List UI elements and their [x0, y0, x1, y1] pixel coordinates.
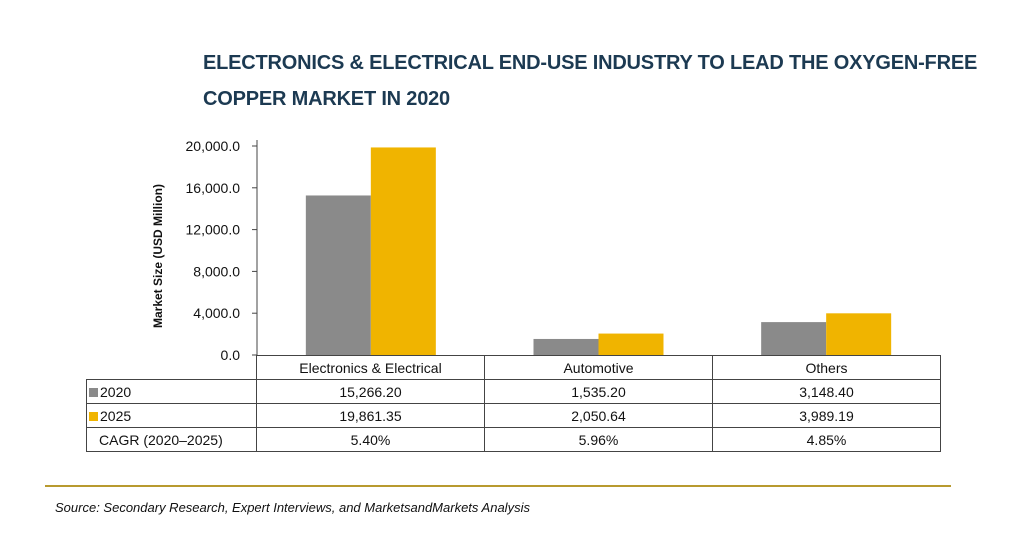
legend-swatch-2020 [89, 387, 98, 397]
y-tick-label: 4,000.0 [193, 305, 240, 321]
bars [305, 147, 892, 355]
cell-2020-electronics: 15,266.20 [256, 379, 485, 404]
y-tick-label: 16,000.0 [186, 180, 241, 196]
cell-2025-others: 3,989.19 [712, 403, 941, 428]
y-tick-label: 12,000.0 [186, 222, 241, 238]
data-table: Electronics & Electrical Automotive Othe… [86, 355, 941, 452]
table-header-others: Others [712, 355, 941, 380]
cell-cagr-others: 4.85% [712, 427, 941, 452]
bar-2025-electronics-electrical [370, 147, 436, 355]
bar-2025-automotive [598, 333, 664, 355]
cell-2020-automotive: 1,535.20 [484, 379, 713, 404]
row-label-cagr: CAGR (2020–2025) [86, 427, 257, 452]
table-header-row: Electronics & Electrical Automotive Othe… [86, 355, 941, 380]
legend-swatch-2025 [89, 411, 98, 421]
cell-2025-automotive: 2,050.64 [484, 403, 713, 428]
bar-2020-electronics-electrical [305, 195, 371, 355]
cell-2020-others: 3,148.40 [712, 379, 941, 404]
chart-title-line-2: COPPER MARKET IN 2020 [203, 88, 450, 110]
table-header-electronics: Electronics & Electrical [256, 355, 485, 380]
cell-cagr-automotive: 5.96% [484, 427, 713, 452]
bar-2020-others [761, 322, 827, 355]
bar-2020-automotive [533, 338, 599, 355]
y-tick-label: 20,000.0 [186, 138, 241, 154]
table-row-cagr: CAGR (2020–2025) 5.40% 5.96% 4.85% [86, 427, 941, 452]
bar-2025-others [826, 313, 892, 355]
y-axis-label: Market Size (USD Million) [151, 184, 165, 328]
bar-chart: 20,000.016,000.012,000.08,000.04,000.00.… [151, 138, 892, 360]
row-label-2025: 2025 [86, 403, 257, 428]
cell-cagr-electronics: 5.40% [256, 427, 485, 452]
table-row-2025: 2025 19,861.35 2,050.64 3,989.19 [86, 403, 941, 428]
chart-title-line-1: ELECTRONICS & ELECTRICAL END-USE INDUSTR… [203, 52, 978, 74]
legend-label-2025: 2025 [100, 407, 132, 424]
table-header-automotive: Automotive [484, 355, 713, 380]
table-corner [86, 355, 257, 380]
source-note: Source: Secondary Research, Expert Inter… [55, 500, 530, 515]
y-axis: 20,000.016,000.012,000.08,000.04,000.00.… [186, 138, 258, 360]
cell-2025-electronics: 19,861.35 [256, 403, 485, 428]
table-row-2020: 2020 15,266.20 1,535.20 3,148.40 [86, 379, 941, 404]
legend-label-2020: 2020 [100, 383, 132, 400]
row-label-2020: 2020 [86, 379, 257, 404]
y-tick-label: 8,000.0 [193, 263, 240, 279]
footer-rule [45, 485, 951, 487]
